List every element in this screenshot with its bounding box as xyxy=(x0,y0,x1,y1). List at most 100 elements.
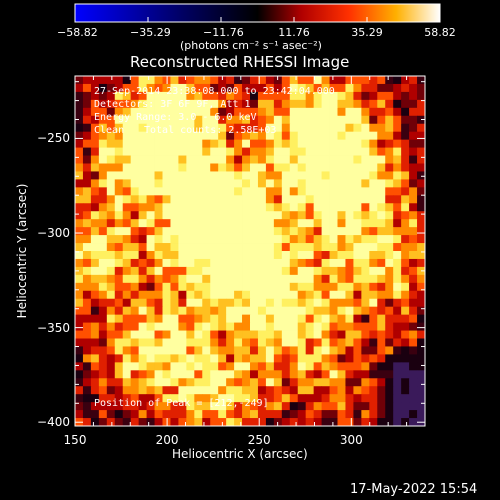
map-pixel xyxy=(106,418,116,427)
map-pixel xyxy=(265,282,275,292)
map-pixel xyxy=(257,131,267,141)
map-pixel xyxy=(297,219,307,228)
map-pixel xyxy=(289,107,299,117)
map-pixel xyxy=(297,251,307,260)
map-pixel xyxy=(297,258,307,268)
map-pixel xyxy=(106,282,116,292)
map-pixel xyxy=(265,179,275,188)
map-pixel xyxy=(154,155,163,164)
map-pixel xyxy=(194,83,203,93)
map-pixel xyxy=(202,227,211,236)
map-pixel xyxy=(297,330,307,339)
map-pixel xyxy=(273,83,283,93)
map-pixel xyxy=(146,290,155,300)
map-pixel xyxy=(242,282,251,292)
map-pixel xyxy=(130,322,140,331)
map-pixel xyxy=(401,394,410,403)
map-pixel xyxy=(353,346,362,355)
map-pixel xyxy=(162,171,171,180)
map-pixel xyxy=(409,314,418,323)
map-pixel xyxy=(377,386,386,395)
map-pixel xyxy=(130,83,140,93)
map-pixel xyxy=(146,346,155,355)
map-pixel xyxy=(210,298,219,308)
map-pixel xyxy=(218,346,227,355)
map-pixel xyxy=(90,131,100,141)
map-pixel xyxy=(281,330,291,339)
map-pixel xyxy=(122,91,132,101)
map-pixel xyxy=(273,370,283,379)
map-pixel xyxy=(178,115,187,125)
map-pixel xyxy=(393,147,402,156)
plot-frame xyxy=(74,75,426,427)
map-pixel xyxy=(369,219,378,228)
map-pixel xyxy=(369,235,378,244)
map-pixel xyxy=(170,123,179,133)
map-pixel xyxy=(353,338,362,347)
map-pixel xyxy=(393,362,402,371)
map-pixel xyxy=(345,306,354,316)
map-pixel xyxy=(345,211,354,220)
map-pixel xyxy=(265,386,275,395)
map-pixel xyxy=(162,219,171,228)
map-pixel xyxy=(329,402,338,411)
map-pixel xyxy=(305,195,315,204)
map-pixel xyxy=(194,418,203,427)
map-pixel xyxy=(369,107,378,117)
map-pixel xyxy=(361,179,370,188)
map-pixel xyxy=(82,83,92,93)
map-pixel xyxy=(297,298,307,308)
map-pixel xyxy=(178,298,187,308)
map-pixel xyxy=(337,123,346,133)
map-pixel xyxy=(186,251,195,260)
map-pixel xyxy=(281,195,291,204)
map-pixel xyxy=(194,163,203,172)
map-pixel xyxy=(130,227,140,236)
map-pixel xyxy=(234,107,243,117)
map-pixel xyxy=(178,306,187,316)
map-pixel xyxy=(146,203,155,212)
map-pixel xyxy=(305,163,315,172)
map-pixel xyxy=(409,418,418,427)
map-pixel xyxy=(242,203,251,212)
map-pixel xyxy=(90,322,100,331)
map-pixel xyxy=(146,322,155,331)
map-pixel xyxy=(82,227,92,236)
map-pixel xyxy=(297,115,307,125)
map-pixel xyxy=(138,386,147,395)
map-pixel xyxy=(401,219,410,228)
map-pixel xyxy=(114,195,124,204)
map-pixel xyxy=(82,298,92,308)
map-pixel xyxy=(329,107,338,117)
map-pixel xyxy=(178,163,187,172)
map-pixel xyxy=(154,314,163,323)
map-pixel xyxy=(273,76,283,85)
map-pixel xyxy=(257,306,267,316)
map-pixel xyxy=(242,219,251,228)
map-pixel xyxy=(385,314,394,323)
map-pixel xyxy=(313,410,322,419)
map-pixel xyxy=(313,402,322,411)
map-pixel xyxy=(417,394,426,403)
map-pixel xyxy=(345,203,354,212)
map-pixel xyxy=(234,258,243,268)
map-pixel xyxy=(250,274,259,284)
map-pixel xyxy=(186,330,195,339)
map-pixel xyxy=(178,322,187,331)
map-pixel xyxy=(218,298,227,308)
map-pixel xyxy=(130,235,140,244)
map-pixel xyxy=(305,290,315,300)
map-pixel xyxy=(202,266,211,276)
map-pixel xyxy=(194,107,203,117)
map-pixel xyxy=(337,243,346,252)
map-pixel xyxy=(265,266,275,276)
map-pixel xyxy=(90,251,100,260)
map-pixel xyxy=(369,266,378,276)
map-pixel xyxy=(297,99,307,109)
map-pixel xyxy=(377,195,386,204)
map-pixel xyxy=(281,274,291,284)
map-pixel xyxy=(106,330,116,339)
map-pixel xyxy=(393,91,402,101)
map-pixel xyxy=(90,394,100,403)
map-pixel xyxy=(250,227,259,236)
